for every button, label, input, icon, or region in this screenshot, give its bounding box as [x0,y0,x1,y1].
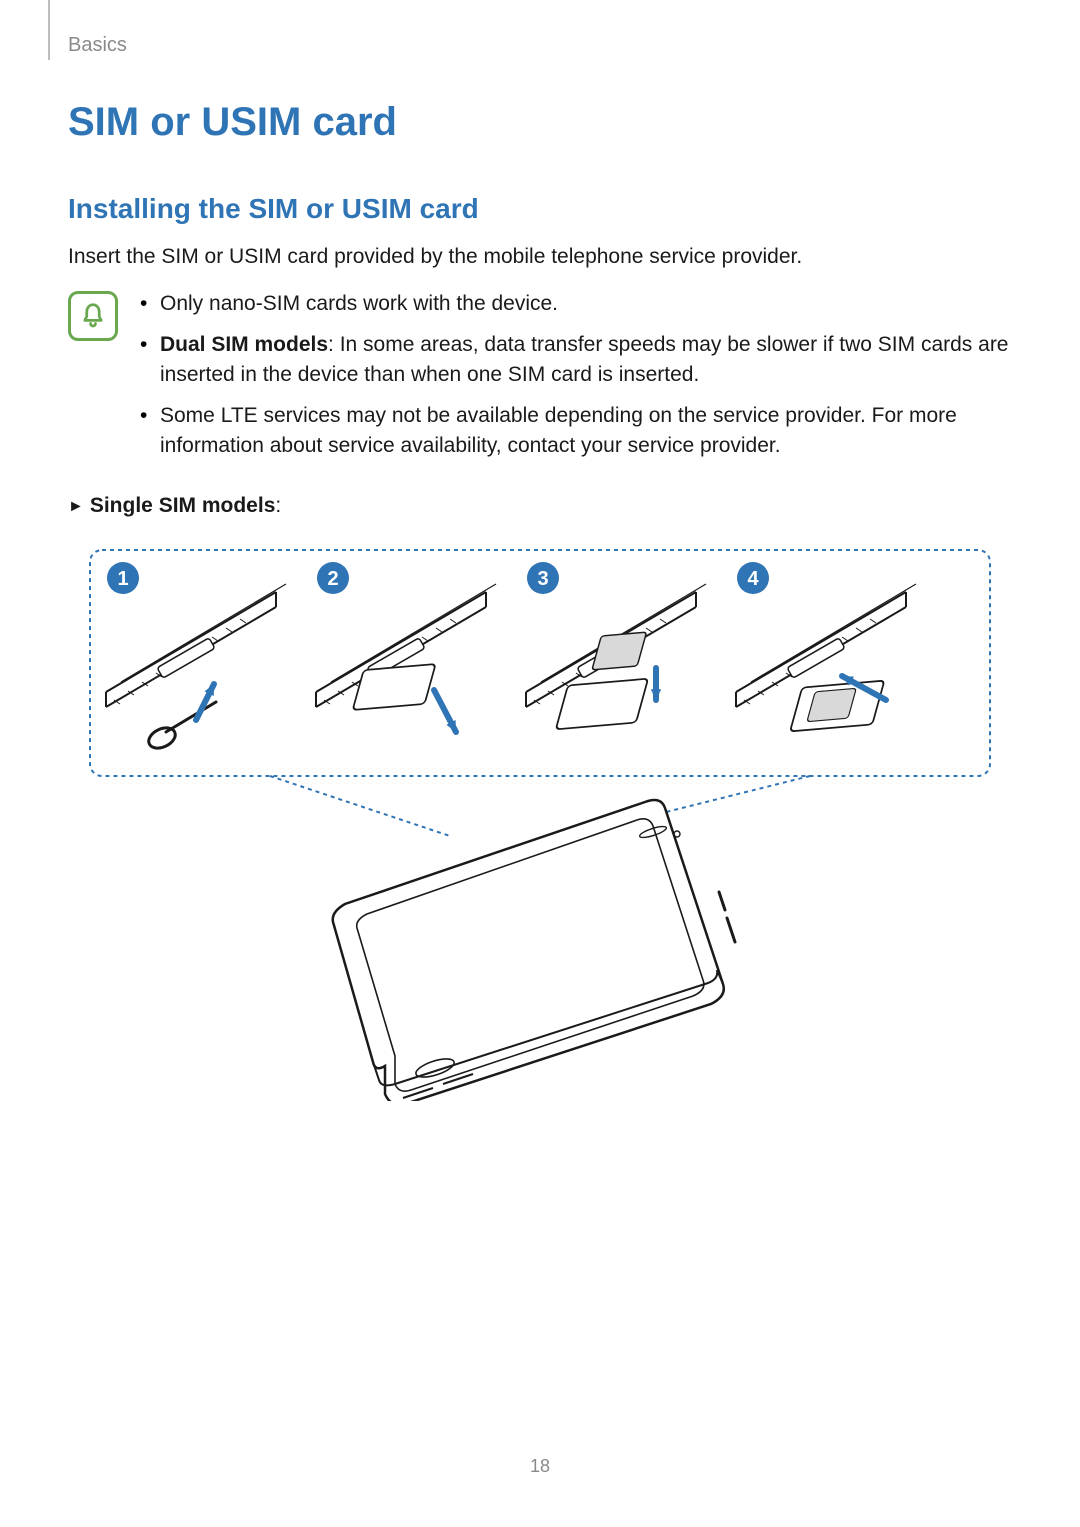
content: SIM or USIM card Installing the SIM or U… [68,100,1012,1106]
section-header: Basics [68,34,127,57]
note-bold-prefix: Dual SIM models [160,333,328,356]
svg-text:4: 4 [747,568,759,590]
note-item: Dual SIM models: In some areas, data tra… [138,330,1012,391]
sim-install-diagram: 1 2 3 4 [68,536,1012,1101]
page: Basics SIM or USIM card Installing the S… [0,0,1080,1527]
intro-paragraph: Insert the SIM or USIM card provided by … [68,243,1012,271]
svg-text:3: 3 [537,568,548,590]
triangle-icon: ► [68,498,84,515]
model-label: Single SIM models [90,494,276,517]
svg-text:2: 2 [327,568,338,590]
note-block: Only nano-SIM cards work with the device… [68,289,1012,471]
header-rule [48,0,50,60]
note-item: Some LTE services may not be available d… [138,401,1012,462]
model-colon: : [275,494,281,517]
page-number: 18 [0,1456,1080,1477]
note-text: Some LTE services may not be available d… [160,404,957,457]
section-subtitle: Installing the SIM or USIM card [68,193,1012,225]
note-item: Only nano-SIM cards work with the device… [138,289,1012,319]
bell-icon [68,291,118,341]
note-text: Only nano-SIM cards work with the device… [160,292,558,315]
note-list: Only nano-SIM cards work with the device… [138,289,1012,471]
page-title: SIM or USIM card [68,100,1012,145]
svg-text:1: 1 [117,568,128,590]
model-heading: ► Single SIM models: [68,494,1012,518]
